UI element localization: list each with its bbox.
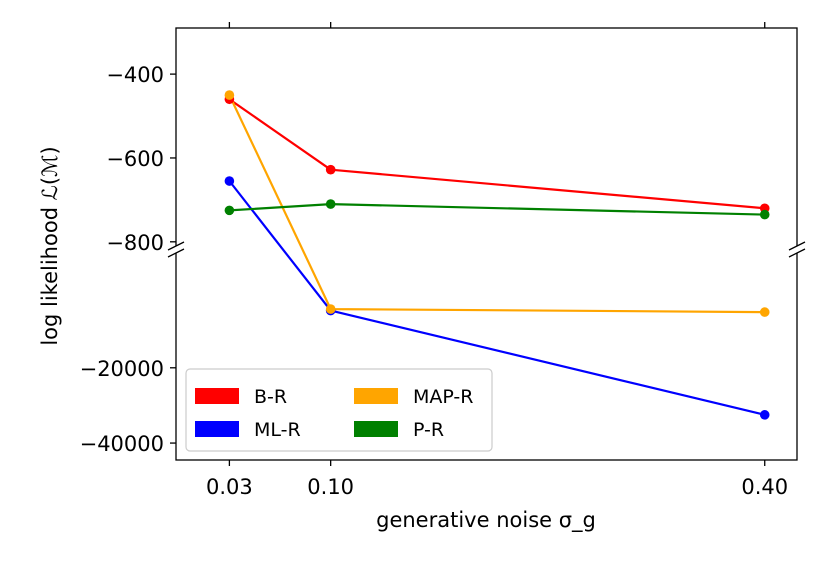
legend-label-ml-r: ML-R (254, 419, 301, 441)
data-point-map-r (759, 307, 770, 317)
y-tick-label: −20000 (80, 357, 164, 381)
axis-break-mark (167, 248, 185, 258)
y-tick-label: −600 (106, 147, 164, 171)
series-layer (224, 90, 770, 420)
series-line-p-r (229, 203, 765, 216)
y-tick-label: −40000 (80, 432, 164, 456)
x-tick-label: 0.10 (307, 475, 354, 499)
axis-break-mark (167, 241, 185, 251)
plot-area (175, 27, 798, 461)
legend-swatch-b-r (195, 388, 239, 404)
data-point-ml-r (224, 176, 235, 186)
x-tick-label: 0.03 (206, 475, 253, 499)
legend-swatch-map-r (354, 388, 398, 404)
legend: B-R ML-R MAP-R P-R (185, 368, 493, 452)
y-tick-label: −800 (106, 231, 164, 255)
axis-break-gap-right (791, 246, 803, 253)
legend-frame (185, 368, 493, 452)
axis-break-mark (788, 241, 806, 251)
legend-label-p-r: P-R (413, 419, 444, 441)
axis-break (167, 241, 806, 258)
data-point-p-r (224, 205, 235, 216)
x-tick-label: 0.40 (741, 475, 788, 499)
data-point-b-r (325, 164, 336, 175)
x-axis-label: generative noise σ_g (376, 508, 596, 533)
legend-label-map-r: MAP-R (413, 386, 474, 408)
data-point-map-r (325, 304, 336, 314)
axis-break-gap-left (170, 246, 182, 253)
series-line-map-r (228, 94, 765, 314)
data-point-p-r (759, 209, 770, 220)
y-tick-label: −400 (106, 63, 164, 87)
data-point-ml-r (759, 410, 770, 420)
tick-layer: 0.03 0.10 0.40 −400 −600 −800 −20000 −40000 (80, 22, 788, 499)
y-axis-label: log likelihood ℒ(ℳ) (38, 146, 62, 345)
legend-swatch-ml-r (195, 421, 239, 437)
data-point-p-r (325, 199, 336, 209)
legend-label-b-r: B-R (254, 386, 287, 408)
data-point-map-r (224, 90, 235, 100)
series-line-b-r (228, 98, 765, 210)
legend-swatch-p-r (354, 421, 398, 437)
axis-break-mark (788, 248, 806, 258)
